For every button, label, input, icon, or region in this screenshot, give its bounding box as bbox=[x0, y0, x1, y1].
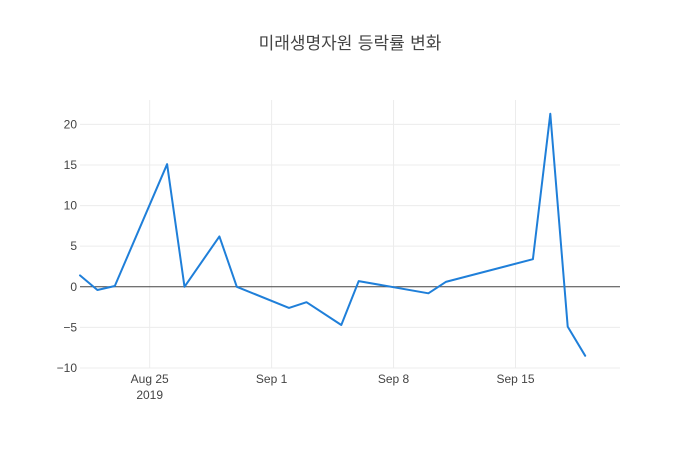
x-tick-label: Sep 8 bbox=[378, 372, 410, 386]
y-axis-ticks: 20 15 10 5 0 −5 −10 bbox=[57, 117, 78, 375]
grid bbox=[80, 100, 620, 369]
x-tick-year-label: 2019 bbox=[136, 388, 163, 402]
y-tick-label: 0 bbox=[70, 280, 77, 294]
y-tick-label: 5 bbox=[70, 239, 77, 253]
series-line bbox=[79, 112, 587, 357]
chart-title: 미래생명자원 등락률 변화 bbox=[259, 34, 442, 54]
y-tick-label: 15 bbox=[64, 158, 78, 172]
series-group bbox=[79, 112, 587, 357]
x-tick-label: Aug 25 bbox=[131, 372, 169, 386]
x-axis-ticks: Aug 25 2019 Sep 1 Sep 8 Sep 15 bbox=[131, 372, 535, 402]
y-tick-label: 10 bbox=[64, 199, 78, 213]
y-tick-label: 20 bbox=[64, 117, 78, 131]
x-tick-label: Sep 15 bbox=[496, 372, 534, 386]
y-tick-label: −5 bbox=[63, 320, 77, 334]
y-tick-label: −10 bbox=[57, 361, 78, 375]
x-tick-label: Sep 1 bbox=[256, 372, 288, 386]
